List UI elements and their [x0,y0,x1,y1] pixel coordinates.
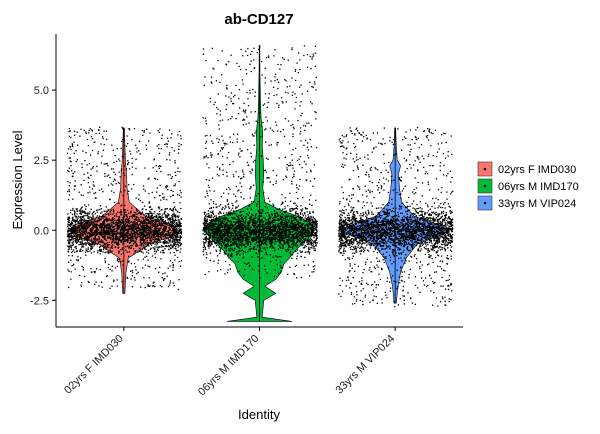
legend-dot [483,167,487,171]
jitter-points [66,126,183,291]
legend-dot [483,184,487,188]
x-tick-label: 06yrs M IMD170 [196,333,262,399]
x-axis-title: Identity [238,407,280,422]
legend: 02yrs F IMD030 06yrs M IMD170 33yrs M VIP0… [477,161,579,211]
y-axis-title: Expression Level [10,130,25,229]
plot-area [66,44,454,322]
chart-title: ab-CD127 [224,11,293,28]
legend-label: 33yrs M VIP024 [498,198,576,210]
legend-label: 02yrs F IMD030 [498,164,576,176]
jitter-points [202,45,318,279]
legend-item: 02yrs F IMD030 [477,161,576,177]
violin-group [338,126,454,308]
x-ticks: 02yrs F IMD030 06yrs M IMD170 33yrs M VIP0… [62,327,397,398]
y-tick-label: 0.0 [34,225,49,237]
y-tick-label: -2.5 [30,295,49,307]
legend-item: 33yrs M VIP024 [477,195,576,211]
y-tick-label: 5.0 [34,85,49,97]
y-ticks: -2.5 0.0 2.5 5.0 [30,85,56,307]
legend-label: 06yrs M IMD170 [498,181,579,193]
legend-dot [483,201,487,205]
legend-item: 06yrs M IMD170 [477,178,579,194]
violin-group [202,44,318,322]
x-tick-label: 33yrs M VIP024 [333,333,397,397]
y-tick-label: 2.5 [34,155,49,167]
violin-group [66,126,183,294]
x-tick-label: 02yrs F IMD030 [62,333,126,397]
jitter-points [338,126,454,308]
